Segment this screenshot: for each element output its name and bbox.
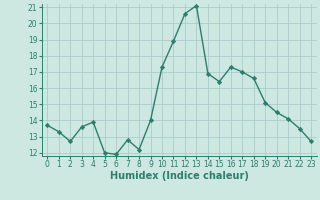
X-axis label: Humidex (Indice chaleur): Humidex (Indice chaleur) bbox=[110, 171, 249, 181]
